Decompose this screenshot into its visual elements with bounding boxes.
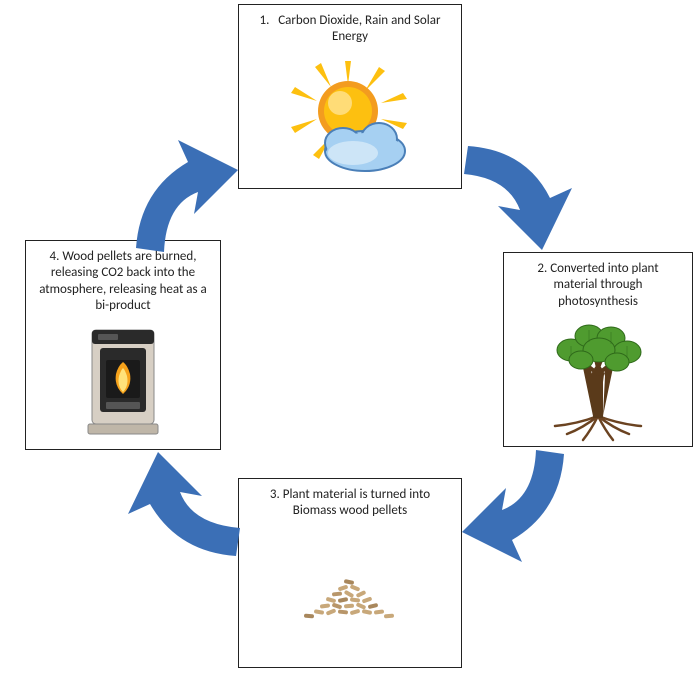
step-1-text: Carbon Dioxide, Rain and Solar Energy (278, 13, 440, 44)
step-3-num: 3. (270, 487, 280, 502)
arrow-3-to-4 (124, 446, 244, 564)
arrow-2-to-3 (456, 446, 576, 564)
step-4-text: Wood pellets are burned, releasing CO2 b… (39, 249, 207, 313)
step-2-num: 2. (537, 261, 547, 276)
pellets-icon (290, 558, 410, 628)
step-2-label: 2. Converted into plant material through… (514, 261, 682, 310)
sun-cloud-icon (275, 57, 425, 177)
stove-icon (84, 324, 162, 439)
step-2-box: 2. Converted into plant material through… (503, 252, 693, 447)
arrow-4-to-1 (124, 138, 244, 256)
step-1-num: 1. (260, 13, 270, 28)
step-1-label: 1. Carbon Dioxide, Rain and Solar Energy (249, 13, 451, 46)
step-3-text: Plant material is turned into Biomass wo… (283, 487, 430, 518)
arrow-1-to-2 (456, 138, 576, 256)
tree-icon (533, 316, 663, 446)
step-4-num: 4. (50, 249, 60, 264)
step-3-label: 3. Plant material is turned into Biomass… (249, 487, 451, 520)
step-1-box: 1. Carbon Dioxide, Rain and Solar Energy (238, 4, 462, 189)
step-4-label: 4. Wood pellets are burned, releasing CO… (36, 249, 210, 314)
step-4-box: 4. Wood pellets are burned, releasing CO… (25, 240, 221, 450)
step-2-text: Converted into plant material through ph… (550, 261, 658, 309)
step-3-box: 3. Plant material is turned into Biomass… (238, 478, 462, 668)
